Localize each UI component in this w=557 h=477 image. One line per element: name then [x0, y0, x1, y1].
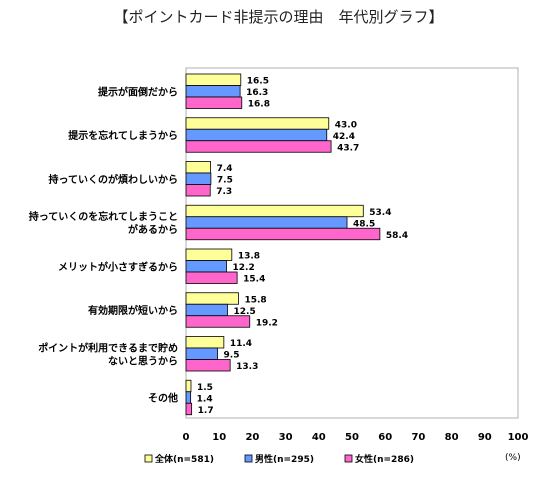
value-label: 1.7 [198, 406, 214, 416]
value-label: 13.8 [238, 252, 260, 262]
bar [185, 271, 238, 284]
category-label-line: メリットが小さすぎるから [58, 260, 178, 273]
bar [185, 292, 239, 305]
bar [185, 161, 211, 174]
value-label: 15.4 [243, 275, 265, 285]
value-label: 9.5 [224, 351, 240, 361]
x-tick-label: 20 [245, 432, 259, 443]
legend-swatch [244, 454, 253, 463]
chart-title: 【ポイントカード非提示の理由 年代別グラフ】 [113, 8, 444, 26]
category-label-line: 提示が面倒だから [98, 85, 178, 98]
x-tick-label: 60 [378, 432, 392, 443]
x-axis: 0 10 20 30 40 50 60 70 80 90 100 [183, 432, 529, 443]
value-label: 12.2 [233, 263, 255, 273]
value-label: 43.0 [335, 120, 357, 130]
x-tick-label: 40 [312, 432, 326, 443]
bar [185, 248, 233, 261]
bar [185, 140, 332, 153]
bar [185, 379, 192, 393]
x-tick-label: 50 [345, 432, 359, 443]
unit-label: (%) [505, 453, 521, 463]
value-label: 15.8 [244, 295, 266, 305]
bar [185, 216, 348, 229]
value-label: 16.8 [248, 100, 270, 110]
bar [185, 73, 242, 86]
value-label: 12.5 [234, 307, 256, 317]
x-tick-label: 90 [478, 432, 492, 443]
bar [185, 96, 243, 109]
legend: 全体(n=581) 男性(n=295) 女性(n=286) [144, 453, 414, 465]
legend-label: 女性(n=286) [355, 453, 414, 465]
bar [185, 336, 225, 349]
category-label-line: 提示を忘れてしまうから [68, 129, 178, 142]
value-label: 1.5 [197, 383, 213, 393]
value-label: 1.4 [197, 394, 213, 404]
value-label: 42.4 [333, 132, 355, 142]
bar [185, 260, 227, 273]
x-tick-label: 30 [279, 432, 293, 443]
value-label: 16.5 [247, 77, 269, 87]
value-label: 16.3 [246, 88, 268, 98]
bar [185, 85, 241, 98]
category-label-line: があるから [128, 223, 178, 236]
legend-label: 男性(n=295) [255, 453, 314, 465]
category-label: ポイントが利用できるまで貯めないと思うから [38, 341, 178, 367]
bar [185, 391, 192, 404]
bar [185, 172, 212, 185]
value-label: 11.4 [230, 339, 252, 349]
legend-swatch [144, 454, 153, 463]
legend-swatch [344, 454, 353, 463]
bar [185, 303, 228, 317]
bar [185, 402, 193, 416]
bar [185, 204, 364, 218]
x-tick-label: 70 [411, 432, 425, 443]
value-label: 53.4 [369, 208, 391, 218]
category-label: メリットが小さすぎるから [58, 260, 178, 273]
category-label-line: その他 [148, 392, 178, 405]
category-label: 提示を忘れてしまうから [68, 129, 178, 142]
bar [185, 227, 381, 241]
bar [185, 347, 218, 360]
legend-label: 全体(n=581) [154, 453, 214, 465]
x-tick-label: 80 [445, 432, 459, 443]
bar [185, 128, 328, 142]
value-label: 7.5 [217, 176, 233, 186]
value-label: 13.3 [236, 362, 258, 372]
value-label: 48.5 [353, 219, 375, 229]
x-tick-label: 0 [183, 432, 190, 443]
plot-frame [185, 67, 519, 419]
x-tick-label: 10 [212, 432, 226, 443]
value-label: 19.2 [256, 318, 278, 328]
category-label-line: 持っていくのが煩わしいから [49, 173, 179, 186]
bar [185, 359, 231, 372]
bars-layer [185, 73, 381, 416]
category-label-line: ポイントが利用できるまで貯め [38, 341, 178, 354]
category-label: 持っていくのを忘れてしまうことがあるから [29, 210, 178, 236]
value-label: 58.4 [386, 231, 408, 241]
value-label: 7.3 [216, 187, 232, 197]
category-label: その他 [148, 392, 178, 405]
bar [185, 315, 251, 328]
category-label: 提示が面倒だから [98, 85, 178, 98]
category-label: 有効期限が短いから [88, 304, 178, 317]
category-label-line: 有効期限が短いから [88, 304, 178, 317]
bar [185, 184, 211, 197]
category-label: 持っていくのが煩わしいから [49, 173, 179, 186]
category-label-line: ないと思うから [108, 355, 178, 367]
value-label: 43.7 [337, 143, 359, 153]
value-label: 7.4 [217, 164, 233, 174]
x-tick-label: 100 [508, 432, 529, 443]
category-label-line: 持っていくのを忘れてしまうこと [29, 210, 178, 223]
bar [185, 117, 330, 130]
labels-layer: 提示が面倒だから16.516.316.8提示を忘れてしまうから43.042.44… [29, 77, 408, 416]
